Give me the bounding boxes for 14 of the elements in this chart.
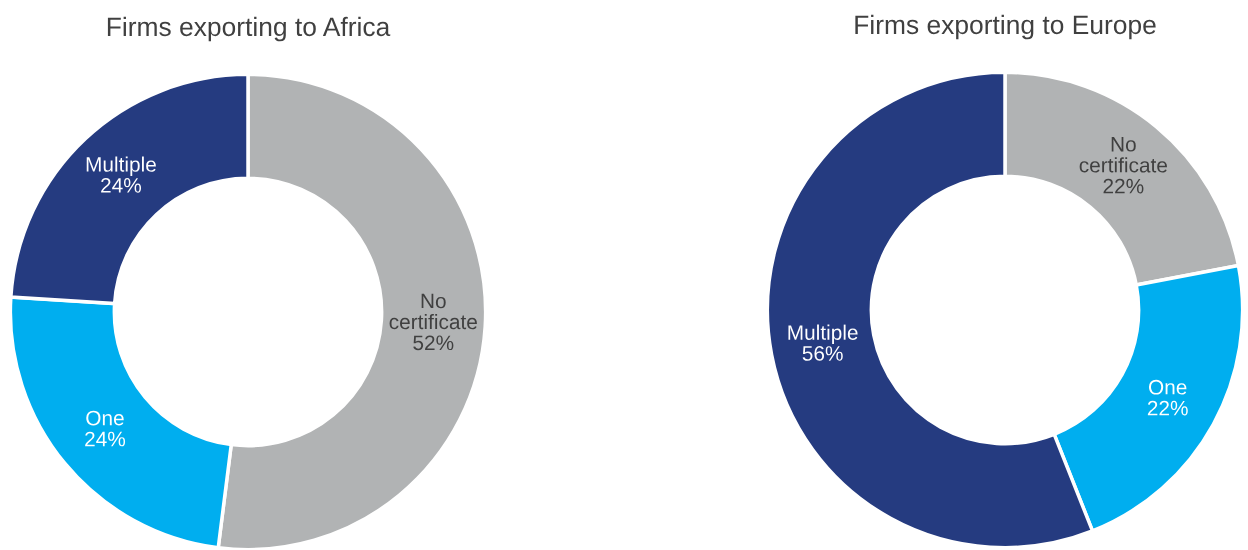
data-label: 24% — [85, 431, 126, 447]
slice-label: No certificate — [389, 293, 477, 330]
chart-title: Firms exporting to Europe — [855, 14, 1156, 40]
slice-label: One — [1148, 379, 1187, 395]
slice-label: Multiple — [86, 156, 156, 176]
data-label: 24% — [101, 177, 142, 193]
slice-label: Multiple — [788, 324, 858, 345]
slice-label: One — [86, 410, 124, 426]
data-label: 52% — [413, 335, 454, 351]
slice-label: No certificate — [1079, 137, 1167, 173]
chart-title: Firms exporting to Africa — [107, 16, 391, 42]
data-label: 56% — [802, 346, 843, 361]
data-label: 22% — [1103, 178, 1144, 194]
data-label: 22% — [1147, 400, 1188, 416]
